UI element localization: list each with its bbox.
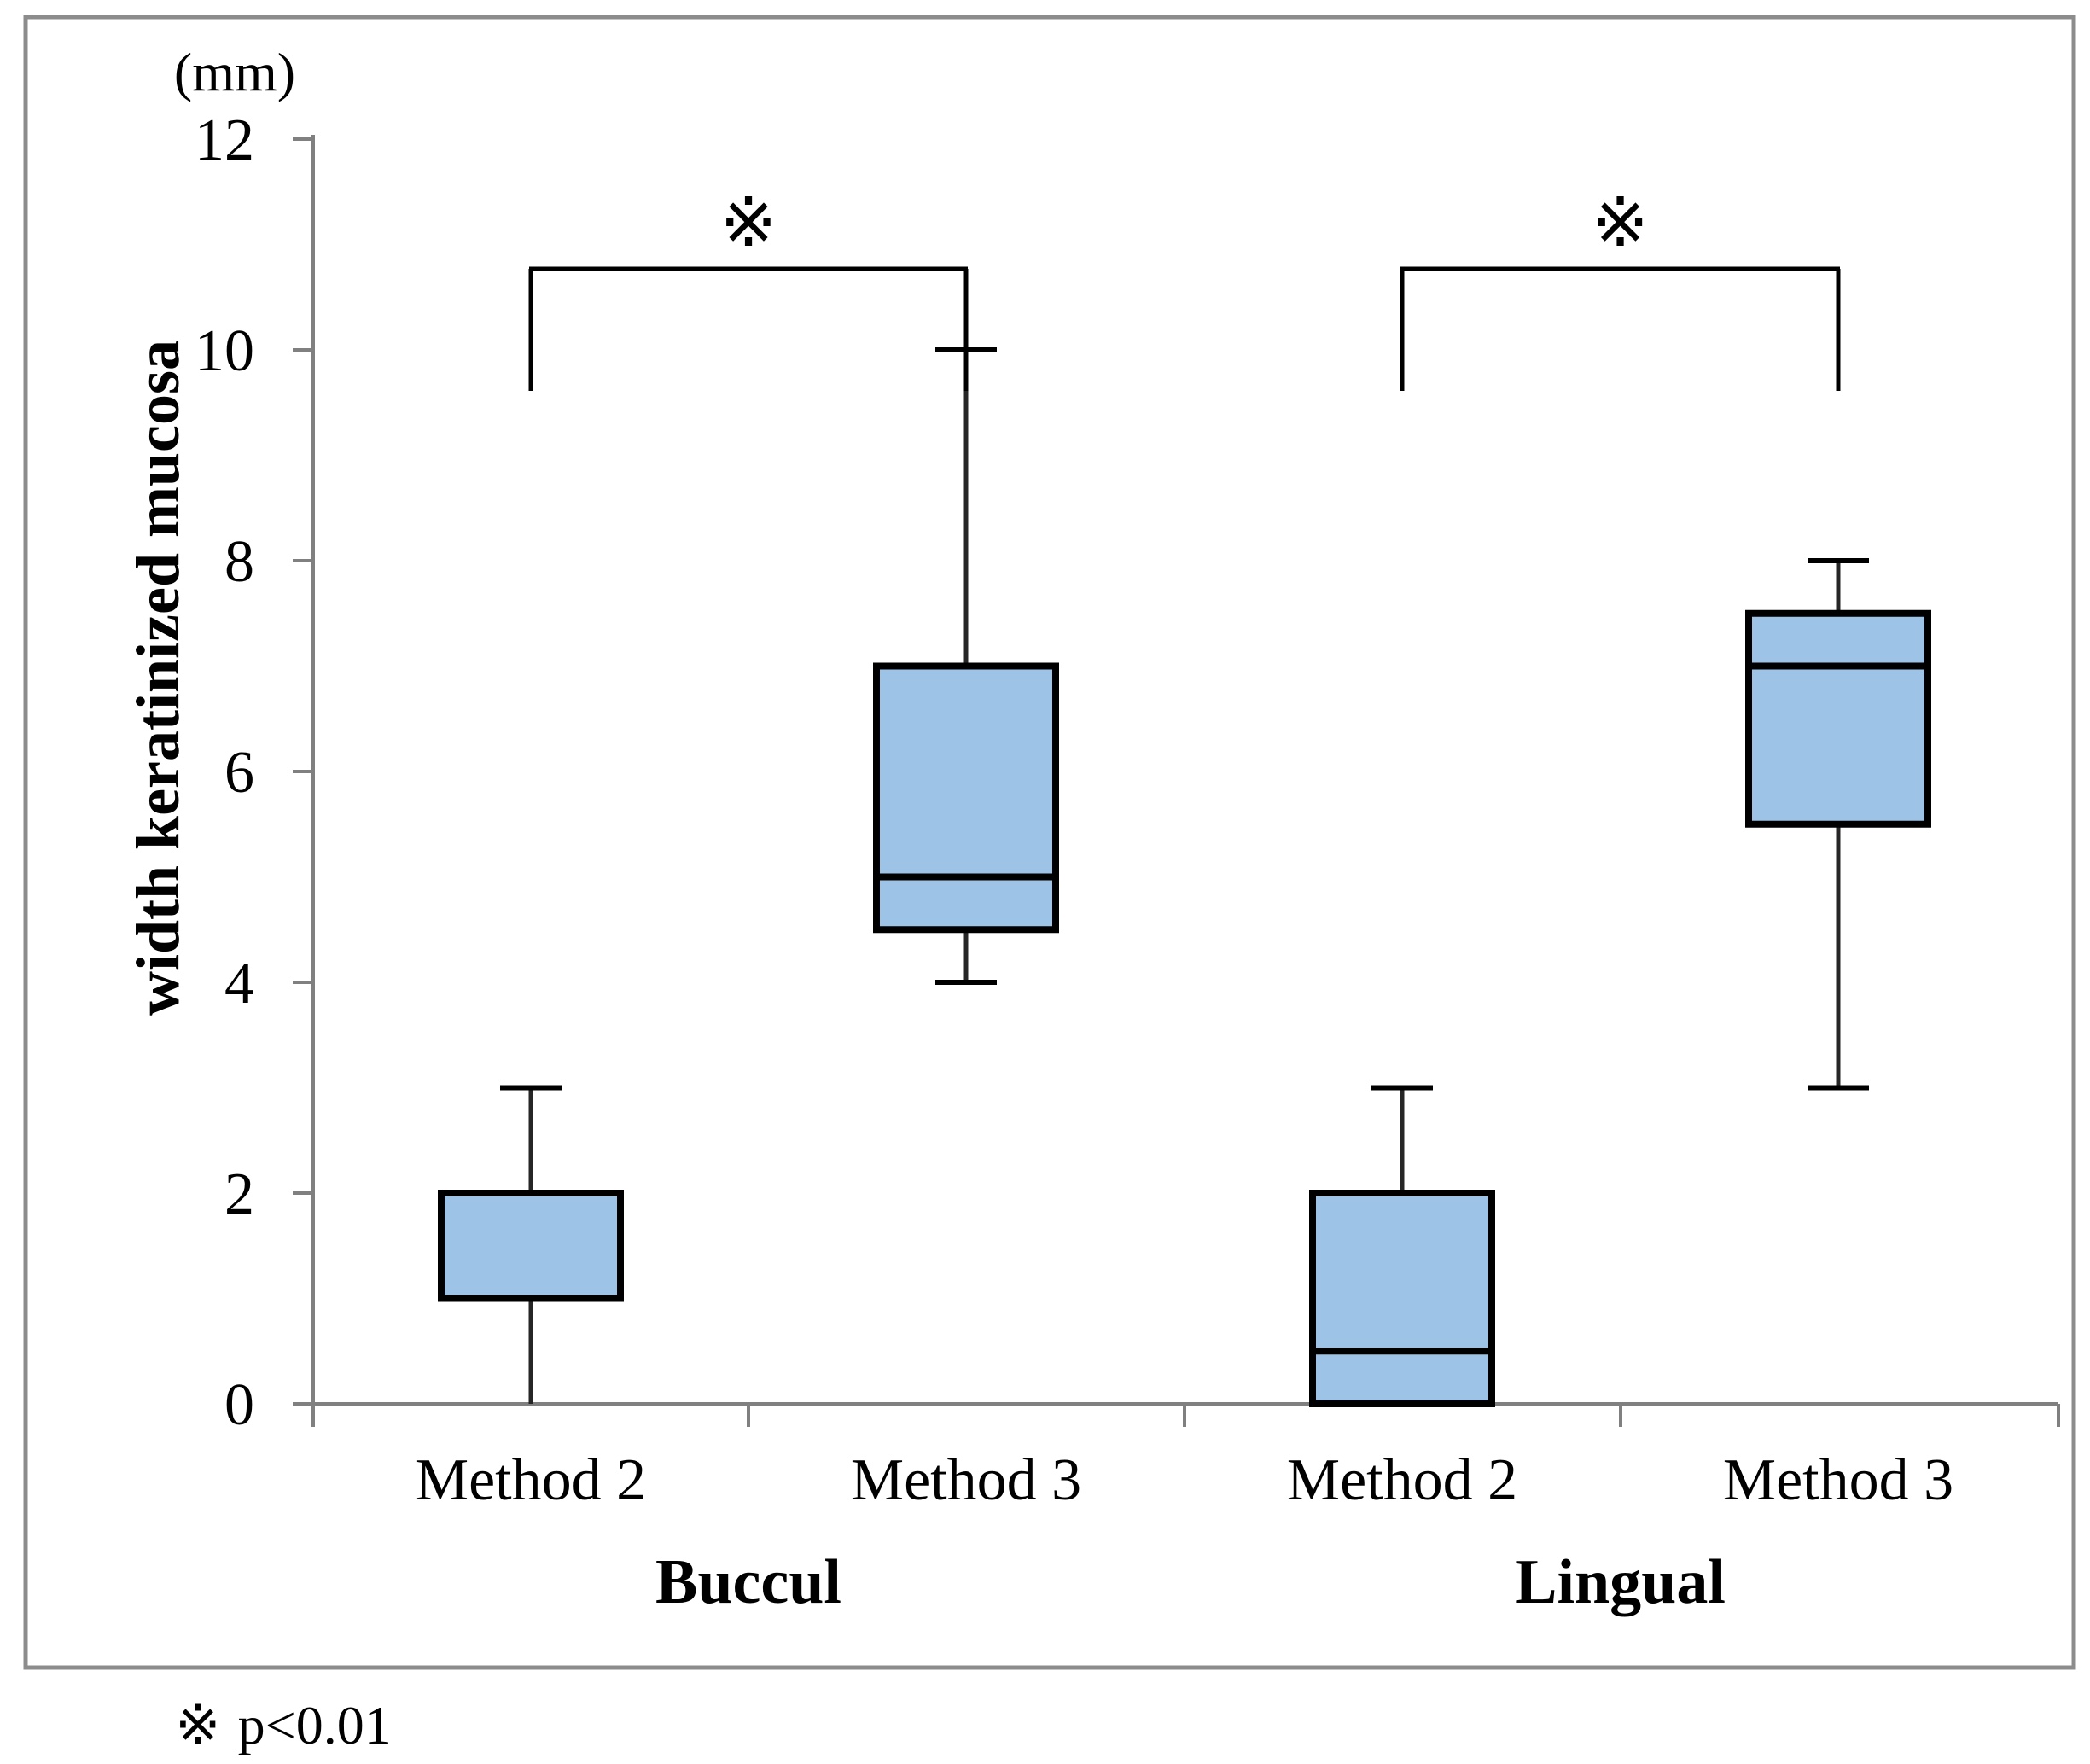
y-tick-label: 12 — [195, 108, 254, 173]
significance-symbol: ※ — [719, 183, 777, 262]
figure-border — [23, 15, 2076, 1670]
box-buccul-method-2 — [438, 1190, 624, 1302]
category-label: Method 3 — [851, 1447, 1081, 1513]
y-axis-unit-label: (mm) — [173, 42, 296, 102]
category-label: Method 2 — [416, 1447, 646, 1513]
significance-symbol: ※ — [175, 1694, 221, 1757]
y-tick-label: 4 — [224, 951, 254, 1016]
category-label: Method 3 — [1723, 1447, 1953, 1513]
box-buccul-method-3 — [873, 662, 1059, 934]
box-lingual-method-2 — [1309, 1190, 1495, 1407]
y-tick-label: 2 — [224, 1161, 254, 1227]
group-label: Buccul — [655, 1547, 841, 1617]
group-label: Lingual — [1515, 1547, 1726, 1617]
y-axis-title: width keratinized mucosa — [124, 340, 192, 1016]
category-label: Method 2 — [1287, 1447, 1517, 1513]
significance-footnote-text: p<0.01 — [237, 1695, 392, 1755]
y-tick-label: 6 — [224, 740, 254, 806]
significance-symbol: ※ — [1592, 183, 1649, 262]
y-tick-label: 8 — [224, 529, 254, 595]
y-tick-label: 10 — [195, 318, 254, 384]
box-lingual-method-3 — [1745, 609, 1931, 828]
y-tick-label: 0 — [224, 1372, 254, 1438]
significance-footnote: ※ p<0.01 — [175, 1694, 392, 1757]
